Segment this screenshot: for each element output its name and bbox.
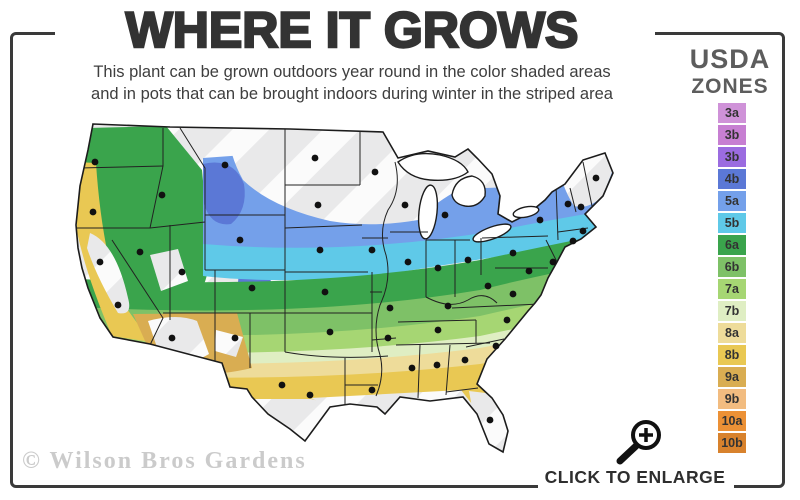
city-dot [433,361,441,369]
city-dot [321,288,329,296]
click-to-enlarge-button[interactable]: CLICK TO ENLARGE [544,467,726,487]
zone-swatch-10b: 10b [718,433,746,453]
striped-patch-california-valley [87,233,130,314]
zone-swatch-6b: 6b [718,257,746,277]
city-dot [486,416,494,424]
city-dot [368,386,376,394]
city-dot [408,364,416,372]
zone-swatch-7a: 7a [718,279,746,299]
lake-huron [451,175,486,207]
city-dot [434,326,442,334]
city-dot [371,168,379,176]
magnifier-plus-icon[interactable] [608,416,668,468]
state-borders [76,127,593,405]
city-dot [368,246,376,254]
zone-swatch-6a: 6a [718,235,746,255]
zone-swatch-3a: 3a [718,103,746,123]
city-dots [89,154,600,424]
city-dot [569,237,577,245]
zone-legend: 3a 3b 3b 4b 5a 5b 6a 6b 7a 7b 8a 8b 9a 9b 10a 10b [718,103,746,455]
city-dot [464,256,472,264]
zone-swatch-9a: 9a [718,367,746,387]
city-dot [278,381,286,389]
zone-swatch-8b: 8b [718,345,746,365]
city-dot [441,211,449,219]
city-dot [114,301,122,309]
city-dot [509,249,517,257]
city-dot [434,264,442,272]
city-dot [484,282,492,290]
watermark: © Wilson Bros Gardens [22,448,307,474]
zone-swatch-3b: 3b [718,147,746,167]
city-dot [503,316,511,324]
city-dot [158,191,166,199]
city-dot [384,334,392,342]
usda-heading-line-2: ZONES [691,75,769,98]
frame-gap-title [55,27,655,38]
city-dot [91,158,99,166]
city-dot [525,267,533,275]
city-dot [311,154,319,162]
city-dot [386,304,394,312]
subtitle: This plant can be grown outdoors year ro… [32,61,672,106]
city-dot [461,356,469,364]
zone-swatch-4b: 4b [718,169,746,189]
lake-michigan [417,184,439,240]
city-dot [579,227,587,235]
zone-swatch-3b: 3b [718,125,746,145]
city-dot [248,284,256,292]
zone-swatch-8a: 8a [718,323,746,343]
page-title: WHERE IT GROWS [124,1,579,59]
usda-heading-line-1: USDA [689,44,771,74]
city-dot [444,302,452,310]
city-dot [509,290,517,298]
city-dot [536,216,544,224]
city-dot [89,208,97,216]
city-dot [492,342,500,350]
usda-zones-heading: USDA ZONES [680,44,780,98]
city-dot [306,391,314,399]
striped-patch-nevada [150,249,188,291]
zone-swatch-10a: 10a [718,411,746,431]
city-dot [549,258,557,266]
zone-swatch-5a: 5a [718,191,746,211]
city-dot [231,334,239,342]
city-dot [326,328,334,336]
zone-band-6a [76,226,613,317]
zone-swatch-9b: 9b [718,389,746,409]
city-dot [96,258,104,266]
city-dot [564,200,572,208]
lake-superior [397,152,469,182]
us-outline [75,123,614,454]
city-dot [577,203,585,211]
subtitle-line-1: This plant can be grown outdoors year ro… [93,63,611,81]
city-dot [401,201,409,209]
great-lakes [397,152,540,243]
subtitle-line-2: and in pots that can be brought indoors … [91,85,613,104]
zone-strip-coastal-gold [76,162,151,342]
zone-patch-4b-rockies [203,162,245,225]
lake-ontario [512,205,540,219]
lake-erie [472,223,512,243]
city-dot [168,334,176,342]
zone-swatch-5b: 5b [718,213,746,233]
city-dot [314,201,322,209]
city-dot [404,258,412,266]
striped-region-north-plains [228,129,462,225]
city-dot [592,174,600,182]
city-dot [221,161,229,169]
city-dot [316,246,324,254]
frame-gap-enlarge [538,477,734,490]
us-hardiness-zone-map [75,123,614,454]
zone-swatch-7b: 7b [718,301,746,321]
city-dot [178,268,186,276]
city-dot [136,248,144,256]
city-dot [236,236,244,244]
